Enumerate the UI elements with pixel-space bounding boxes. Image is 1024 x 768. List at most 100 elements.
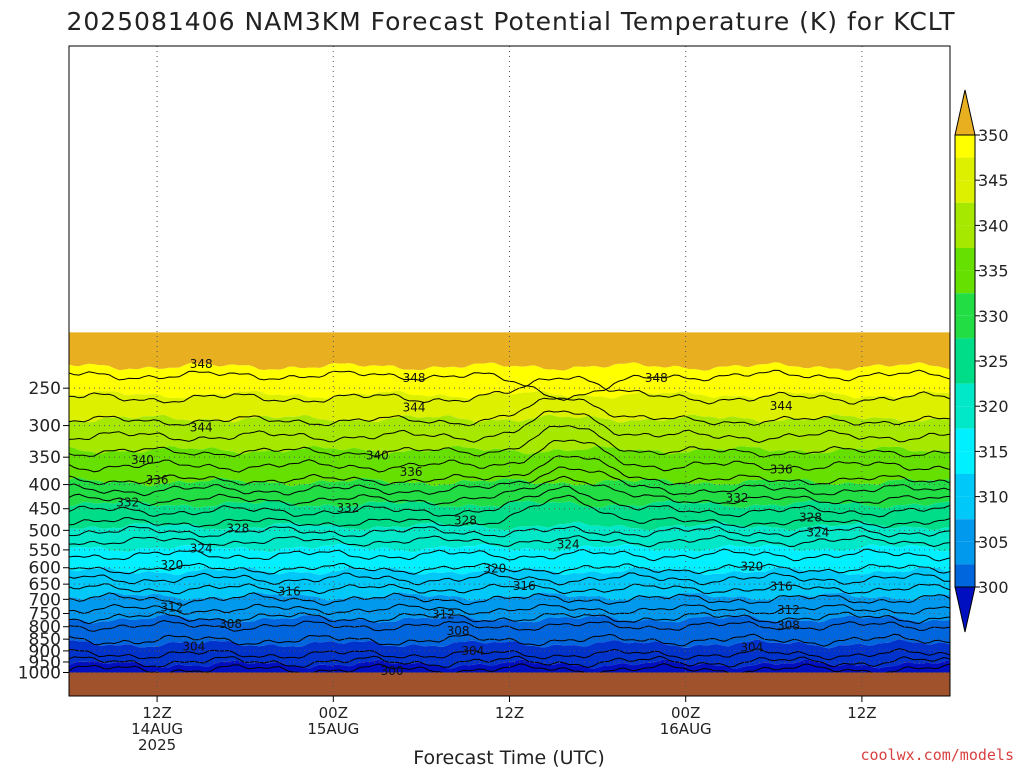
colorbar-top-arrow: [954, 89, 976, 136]
y-tick-label-600: 600: [29, 559, 61, 579]
contour-label-332: 332: [337, 501, 360, 515]
contour-line-minor-300: [69, 655, 950, 669]
contour-line-340: [69, 425, 950, 458]
contour-label-308: 308: [447, 624, 470, 638]
pressure-axis: 2503003504004505005506006507007508008509…: [18, 379, 69, 684]
y-tick-label-500: 500: [29, 521, 61, 541]
colorbar: 350 345 340 335 330 325 320 315 310 305 300: [954, 89, 1009, 633]
colorbar-segment-9: [955, 338, 975, 361]
fill-band-8: [69, 543, 950, 576]
contour-label-340: 340: [131, 453, 154, 467]
contour-label-348: 348: [645, 371, 668, 385]
contour-label-344: 344: [403, 401, 426, 415]
ground-layer: [69, 672, 950, 696]
contour-label-316: 316: [278, 584, 301, 598]
colorbar-segment-0: [955, 135, 975, 158]
contour-label-332: 332: [726, 491, 749, 505]
colorbar-segment-18: [955, 541, 975, 565]
y-tick-label-800: 800: [29, 618, 61, 638]
colorbar-label-320: 320: [978, 397, 1009, 416]
contour-label-336: 336: [400, 465, 423, 479]
fill-band-1: [69, 362, 950, 399]
colorbar-segment-14: [955, 451, 975, 474]
colorbar-segment-15: [955, 474, 975, 497]
contour-label-320: 320: [160, 558, 183, 572]
y-tick-label-550: 550: [29, 541, 61, 561]
contour-line-320: [69, 562, 950, 575]
contour-line-minor-320: [69, 548, 950, 562]
x-tick-label-54-1: 12Z: [847, 704, 876, 722]
contour-line-minor-340: [69, 410, 950, 444]
contour-label-304: 304: [461, 644, 484, 658]
contour-label-308: 308: [777, 619, 800, 633]
y-tick-label-850: 850: [29, 630, 61, 650]
y-tick-label-1000: 1000: [18, 664, 61, 684]
x-tick-label-18-1: 00Z: [319, 704, 348, 722]
colorbar-segment-3: [955, 202, 975, 226]
contour-label-324: 324: [190, 541, 213, 555]
contour-label-304: 304: [182, 639, 205, 653]
y-tick-label-400: 400: [29, 476, 61, 496]
colorbar-segment-12: [955, 406, 975, 429]
contour-label-316: 316: [513, 579, 536, 593]
x-tick-label-18-2: 15AUG: [307, 720, 359, 738]
contour-label-348: 348: [403, 371, 426, 385]
contour-label-340: 340: [366, 448, 389, 462]
colorbar-label-310: 310: [978, 488, 1009, 507]
contour-line-minor-344: [69, 375, 950, 405]
x-tick-label-6-2: 14AUG: [131, 720, 183, 738]
credit-text[interactable]: coolwx.com/models: [860, 746, 1014, 764]
contour-line-minor-312: [69, 592, 950, 606]
gridline-layer: [69, 46, 950, 696]
colorbar-bottom-arrow: [954, 586, 976, 633]
colorbar-label-315: 315: [978, 442, 1009, 461]
colorbar-segment-19: [955, 564, 975, 587]
contour-label-336: 336: [770, 463, 793, 477]
colorbar-label-335: 335: [978, 262, 1009, 281]
colorbar-label-305: 305: [978, 533, 1009, 552]
colorbar-segment-10: [955, 361, 975, 384]
y-tick-label-250: 250: [29, 379, 61, 399]
contour-label-316: 316: [770, 580, 793, 594]
colorbar-segment-8: [955, 315, 975, 339]
contour-label-320: 320: [740, 560, 763, 574]
contour-label-328: 328: [226, 521, 249, 535]
y-tick-label-900: 900: [29, 642, 61, 662]
contour-label-344: 344: [190, 421, 213, 435]
ground-surface: [69, 672, 950, 696]
colorbar-segment-7: [955, 293, 975, 316]
contour-label-308: 308: [219, 617, 242, 631]
y-tick-label-350: 350: [29, 448, 61, 468]
colorbar-segment-1: [955, 157, 975, 181]
colorbar-label-325: 325: [978, 352, 1009, 371]
x-tick-label-42-2: 16AUG: [660, 720, 712, 738]
y-tick-label-700: 700: [29, 590, 61, 610]
chart-title: 2025081406 NAM3KM Forecast Potential Tem…: [66, 7, 955, 36]
contour-line-minor-332: [69, 466, 950, 497]
contour-label-324: 324: [806, 525, 829, 539]
y-tick-label-650: 650: [29, 575, 61, 595]
y-tick-label-300: 300: [29, 417, 61, 437]
contour-line-300: [69, 663, 950, 676]
fill-band-12: [69, 639, 950, 669]
y-tick-label-450: 450: [29, 500, 61, 520]
contour-label-328: 328: [454, 514, 477, 528]
fill-band-3: [69, 414, 950, 455]
contour-label-332: 332: [116, 496, 139, 510]
x-tick-label-6-1: 12Z: [142, 704, 171, 722]
contour-line-minor-324: [69, 525, 950, 538]
colorbar-segment-4: [955, 225, 975, 248]
y-tick-label-750: 750: [29, 604, 61, 624]
colorbar-segment-2: [955, 180, 975, 203]
colorbar-label-340: 340: [978, 216, 1009, 235]
fill-band-7: [69, 521, 950, 553]
x-tick-label-30-1: 12Z: [495, 704, 524, 722]
colorbar-label-350: 350: [978, 126, 1009, 145]
contour-label-layer: 348 348 348 344 344 344 340 340 336 336 336 332 332 3…: [116, 357, 829, 678]
y-tick-label-950: 950: [29, 653, 61, 673]
contour-label-344: 344: [770, 399, 793, 413]
contour-label-348: 348: [190, 357, 213, 371]
colorbar-segment-11: [955, 383, 975, 407]
